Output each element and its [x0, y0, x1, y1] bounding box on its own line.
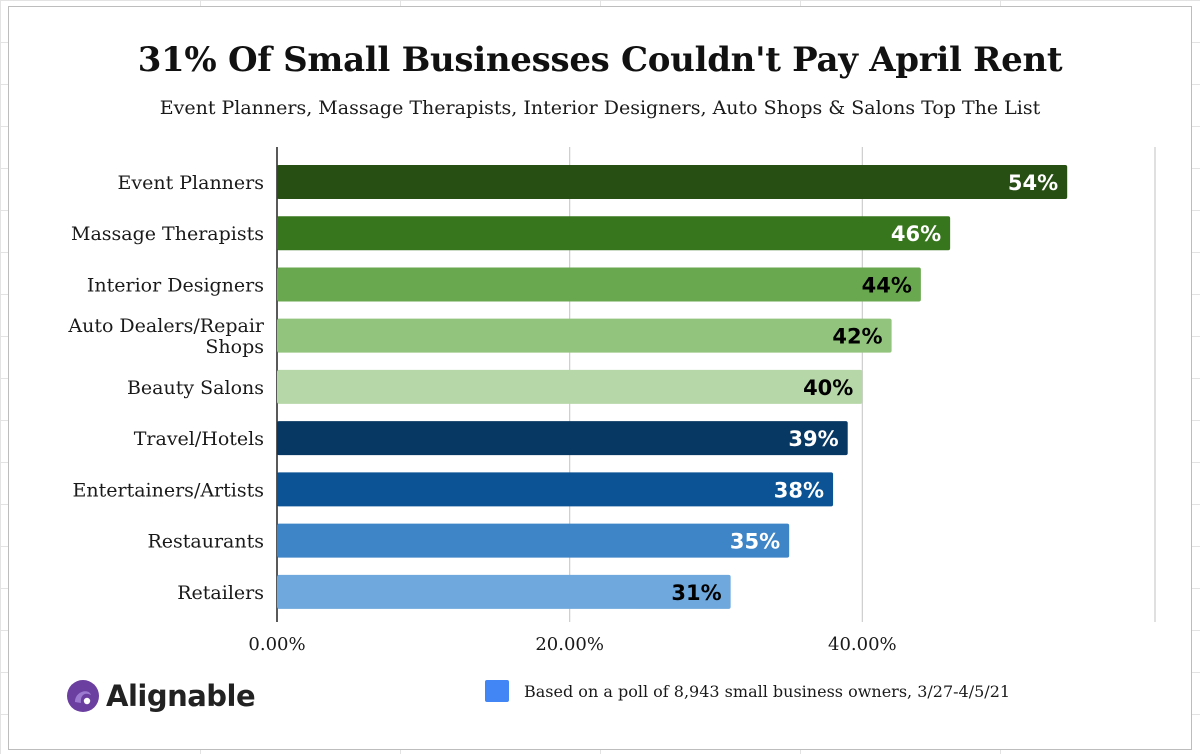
bar: [277, 472, 834, 507]
x-tick-label: 40.00%: [828, 634, 897, 655]
data-label: 31%: [671, 581, 721, 605]
data-label: 44%: [862, 273, 912, 297]
chart-subtitle: Event Planners, Massage Therapists, Inte…: [159, 97, 1041, 119]
category-label: Interior Designers: [87, 274, 264, 296]
category-label: Retailers: [177, 582, 264, 604]
data-label: 54%: [1008, 171, 1058, 195]
category-label: Entertainers/Artists: [73, 479, 264, 501]
category-label: Travel/Hotels: [134, 428, 264, 450]
data-label: 35%: [730, 530, 780, 554]
category-label: Event Planners: [118, 172, 265, 194]
bar: [277, 216, 951, 251]
category-label: Massage Therapists: [71, 223, 264, 245]
category-label: Beauty Salons: [127, 377, 264, 399]
brand-name: Alignable: [106, 679, 256, 713]
alignable-logo-icon: [67, 680, 99, 712]
bar: [277, 421, 848, 456]
data-label: 42%: [832, 325, 882, 349]
bar: [277, 523, 790, 558]
data-label: 38%: [774, 478, 824, 502]
brand-logo: Alignable: [66, 672, 256, 720]
chart-title: 31% Of Small Businesses Couldn't Pay Apr…: [137, 40, 1063, 80]
bar: [277, 267, 921, 302]
bar: [277, 574, 731, 609]
legend-swatch: [485, 680, 509, 702]
bar: [277, 369, 863, 404]
category-label: Auto Dealers/Repair Shops: [67, 315, 265, 358]
bar: [277, 165, 1068, 199]
legend-label: Based on a poll of 8,943 small business …: [524, 681, 1011, 701]
data-label: 46%: [891, 222, 941, 246]
bar: [277, 318, 892, 353]
x-tick-label: 20.00%: [535, 634, 604, 655]
data-label: 40%: [803, 376, 853, 400]
category-label: Restaurants: [147, 531, 264, 553]
data-label: 39%: [788, 427, 838, 451]
chart-legend: Based on a poll of 8,943 small business …: [485, 680, 1010, 702]
x-tick-label: 0.00%: [248, 634, 305, 655]
